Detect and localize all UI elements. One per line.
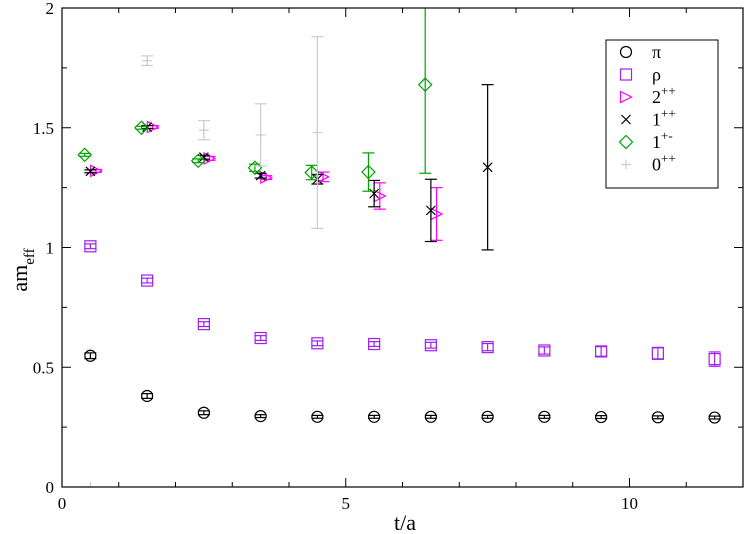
data-point <box>538 410 551 423</box>
data-point <box>595 410 608 424</box>
data-point <box>84 240 97 253</box>
data-point <box>198 125 209 136</box>
data-point <box>369 188 380 199</box>
data-layer <box>77 8 721 487</box>
legend-marker <box>621 114 631 125</box>
data-point <box>312 127 323 138</box>
data-point <box>84 349 97 362</box>
legend-label: ρ <box>652 65 661 85</box>
data-point <box>651 347 664 360</box>
data-point <box>198 152 209 163</box>
data-point <box>708 353 721 366</box>
data-point <box>595 345 608 358</box>
data-point <box>311 337 324 350</box>
data-point <box>368 337 381 351</box>
legend-marker <box>619 90 633 104</box>
plot-area <box>77 8 721 487</box>
legend-marker <box>621 159 631 170</box>
series-5 <box>85 36 324 487</box>
data-point <box>424 339 437 352</box>
x-tick-label: 5 <box>342 494 351 513</box>
data-point <box>481 410 494 423</box>
y-axis-title-sub: eff <box>22 248 38 264</box>
y-tick-label: 2 <box>46 0 55 18</box>
x-tick-label: 10 <box>621 494 638 513</box>
data-point <box>134 120 149 136</box>
legend-marker <box>619 68 633 81</box>
data-point <box>141 274 154 287</box>
series-3 <box>84 84 494 251</box>
y-tick-label: 0 <box>46 478 55 497</box>
data-point <box>368 410 381 423</box>
legend-entry: π <box>619 42 661 62</box>
data-point <box>77 147 93 163</box>
data-point <box>311 410 324 423</box>
legend: πρ2++1++1+-0++ <box>605 39 719 189</box>
legend-label: 1++ <box>652 106 676 130</box>
data-point <box>254 331 267 345</box>
data-point <box>85 166 96 177</box>
data-point <box>482 162 493 173</box>
data-point <box>255 129 266 140</box>
legend-marker <box>618 134 634 150</box>
data-point <box>425 205 436 216</box>
legend-label: 1+- <box>652 128 673 152</box>
x-tick-label: 0 <box>58 494 67 513</box>
data-point <box>424 410 437 423</box>
data-point <box>417 77 433 92</box>
legend-entry: 2++ <box>619 83 676 107</box>
legend-marker <box>619 45 633 59</box>
data-point <box>708 411 721 424</box>
y-axis-title-main: am <box>7 265 32 292</box>
data-point <box>142 55 153 66</box>
data-point <box>304 165 320 180</box>
data-point <box>481 341 494 354</box>
series-1 <box>84 240 721 367</box>
axes: 0 5 10 0 0.5 1 1.5 2 <box>33 0 744 513</box>
data-point <box>85 482 96 487</box>
legend-label: π <box>652 42 661 62</box>
y-tick-label: 1.5 <box>33 119 54 138</box>
data-point <box>538 344 551 357</box>
data-point <box>651 411 664 424</box>
data-point <box>254 410 267 423</box>
data-point <box>190 153 206 169</box>
series-0 <box>84 349 721 424</box>
legend-label: 2++ <box>652 83 676 107</box>
data-point <box>197 318 210 331</box>
data-point <box>255 170 266 181</box>
series-2 <box>89 120 444 241</box>
y-tick-label: 1 <box>46 239 55 258</box>
legend-entry: 1+- <box>618 128 673 152</box>
data-point <box>141 389 154 403</box>
series-4 <box>77 8 433 192</box>
legend-entry: 1++ <box>621 106 676 130</box>
legend-entry: 0++ <box>621 151 676 175</box>
data-point <box>197 406 210 419</box>
y-tick-label: 0.5 <box>33 358 54 377</box>
legend-label: 0++ <box>652 151 676 175</box>
x-axis-title: t/a <box>394 510 416 534</box>
data-point <box>361 164 376 180</box>
y-axis-title: ameff <box>7 248 38 291</box>
legend-box <box>605 39 719 189</box>
legend-entry: ρ <box>619 65 661 85</box>
